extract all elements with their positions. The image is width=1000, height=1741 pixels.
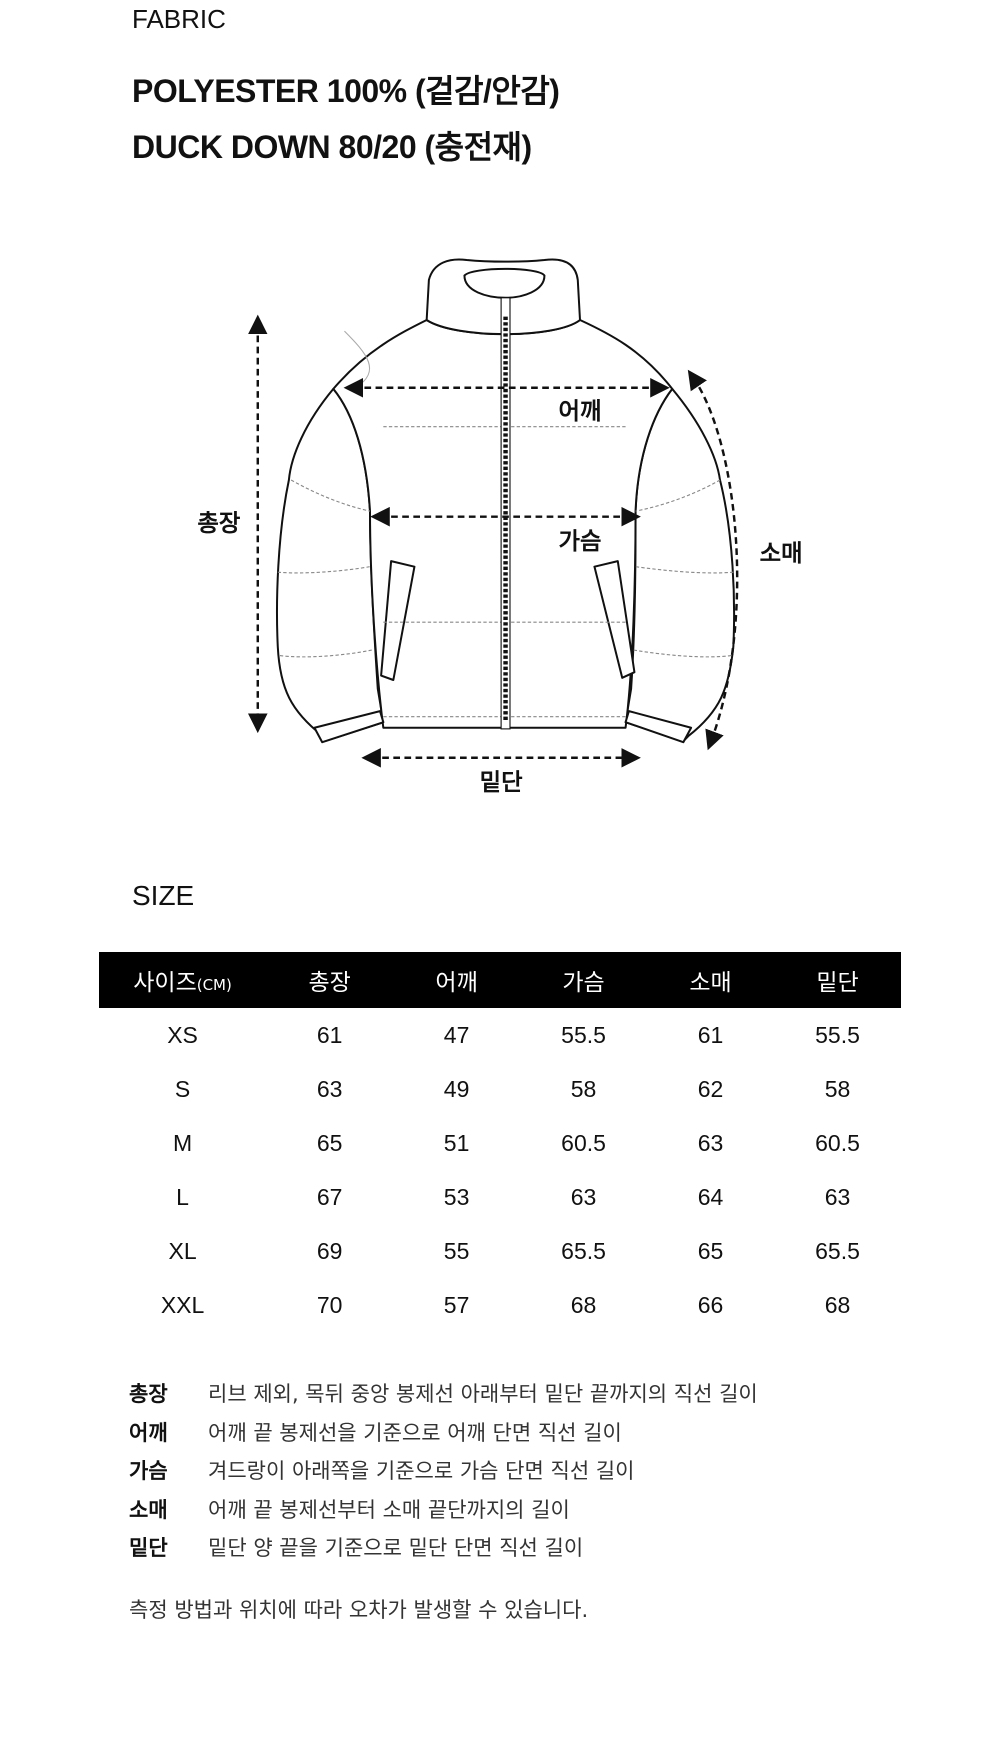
zipper — [500, 297, 511, 730]
legend-item: 어깨 어깨 끝 봉제선을 기준으로 어깨 단면 직선 길이 — [129, 1417, 622, 1447]
cell-shoulder: 57 — [443, 1291, 470, 1318]
cell-total-length: 61 — [316, 1021, 343, 1048]
cell-hem: 65.5 — [815, 1237, 860, 1264]
legend-description: 어깨 끝 봉제선을 기준으로 어깨 단면 직선 길이 — [208, 1420, 622, 1445]
cell-hem: 60.5 — [815, 1129, 860, 1156]
header-chest: 가슴 — [520, 952, 648, 1008]
table-row: M 65 51 60.5 63 60.5 — [99, 1116, 901, 1170]
legend-term: 소매 — [129, 1497, 168, 1522]
table-row: XL 69 55 65.5 65 65.5 — [99, 1224, 901, 1278]
cell-size: S — [174, 1075, 191, 1102]
cell-size: L — [176, 1183, 189, 1210]
label-chest: 가슴 — [559, 527, 602, 555]
legend-description: 어깨 끝 봉제선부터 소매 끝단까지의 길이 — [208, 1497, 570, 1522]
cell-hem: 55.5 — [815, 1021, 860, 1048]
cell-shoulder: 53 — [443, 1183, 470, 1210]
measurement-note: 측정 방법과 위치에 따라 오차가 발생할 수 있습니다. — [129, 1598, 589, 1622]
legend-term: 어깨 — [129, 1420, 168, 1445]
legend-item: 소매 어깨 끝 봉제선부터 소매 끝단까지의 길이 — [129, 1494, 570, 1524]
size-heading: SIZE — [132, 880, 195, 911]
label-shoulder: 어깨 — [559, 397, 602, 425]
cell-shoulder: 49 — [443, 1075, 470, 1102]
fabric-fill: DUCK DOWN 80/20 (충전재) — [132, 129, 532, 165]
cell-shoulder: 55 — [443, 1237, 470, 1264]
jacket-measurement-diagram: 총장 어깨 가슴 소매 밑단 — [197, 258, 803, 796]
cell-sleeve: 65 — [697, 1237, 724, 1264]
header-sleeve: 소매 — [647, 952, 774, 1008]
cell-size: XL — [168, 1237, 197, 1264]
legend-description: 밑단 양 끝을 기준으로 밑단 단면 직선 길이 — [208, 1536, 584, 1560]
cell-chest: 65.5 — [561, 1237, 606, 1264]
cell-size: M — [172, 1129, 193, 1156]
label-total-length: 총장 — [197, 509, 240, 537]
fabric-shell: POLYESTER 100% (겉감/안감) — [132, 73, 560, 109]
cell-sleeve: 64 — [697, 1183, 724, 1210]
header-hem: 밑단 — [774, 952, 901, 1008]
cell-chest: 60.5 — [561, 1129, 606, 1156]
legend-term: 밑단 — [129, 1536, 168, 1560]
table-row: L 67 53 63 64 63 — [99, 1170, 901, 1224]
legend-description: 겨드랑이 아래쪽을 기준으로 가슴 단면 직선 길이 — [208, 1459, 635, 1483]
cell-chest: 58 — [570, 1075, 597, 1102]
table-row: XS 61 47 55.5 61 55.5 — [99, 1008, 901, 1062]
header-size: 사이즈(CM) — [99, 952, 267, 1008]
cell-total-length: 67 — [316, 1183, 343, 1210]
cell-total-length: 70 — [316, 1291, 343, 1318]
cell-chest: 68 — [570, 1291, 597, 1318]
table-row: XXL 70 57 68 66 68 — [99, 1278, 901, 1332]
legend-term: 총장 — [129, 1382, 168, 1406]
cell-hem: 63 — [824, 1183, 851, 1210]
cell-shoulder: 47 — [443, 1021, 470, 1048]
cell-size: XS — [167, 1021, 198, 1048]
legend-description: 리브 제외, 목뒤 중앙 봉제선 아래부터 밑단 끝까지의 직선 길이 — [208, 1382, 758, 1406]
cell-hem: 58 — [824, 1075, 851, 1102]
fabric-heading: FABRIC — [132, 4, 226, 34]
sleeve-arrow — [687, 369, 739, 751]
table-row: S 63 49 58 62 58 — [99, 1062, 901, 1116]
label-sleeve: 소매 — [760, 539, 803, 567]
header-total-length: 총장 — [266, 952, 394, 1008]
cell-sleeve: 62 — [697, 1075, 724, 1102]
cell-hem: 68 — [824, 1291, 851, 1318]
cell-chest: 63 — [570, 1183, 597, 1210]
legend-item: 밑단 밑단 양 끝을 기준으로 밑단 단면 직선 길이 — [129, 1532, 583, 1562]
cell-sleeve: 61 — [697, 1021, 724, 1048]
legend-item: 총장 리브 제외, 목뒤 중앙 봉제선 아래부터 밑단 끝까지의 직선 길이 — [129, 1378, 758, 1408]
cell-size: XXL — [160, 1291, 205, 1318]
legend-item: 가슴 겨드랑이 아래쪽을 기준으로 가슴 단면 직선 길이 — [129, 1455, 634, 1485]
table-header-row: 사이즈(CM) 총장 어깨 가슴 소매 밑단 — [99, 952, 901, 1008]
cell-sleeve: 66 — [697, 1291, 724, 1318]
label-hem: 밑단 — [480, 768, 523, 796]
cell-total-length: 63 — [316, 1075, 343, 1102]
size-table: 사이즈(CM) 총장 어깨 가슴 소매 밑단 XS 61 47 55.5 61 55.5 S… — [99, 952, 901, 1332]
cell-total-length: 65 — [316, 1129, 343, 1156]
cell-chest: 55.5 — [561, 1021, 606, 1048]
cell-shoulder: 51 — [443, 1129, 470, 1156]
cell-total-length: 69 — [316, 1237, 343, 1264]
legend-term: 가슴 — [129, 1459, 168, 1483]
quilting-lines — [277, 330, 734, 718]
cell-sleeve: 63 — [697, 1129, 724, 1156]
header-shoulder: 어깨 — [393, 952, 521, 1008]
